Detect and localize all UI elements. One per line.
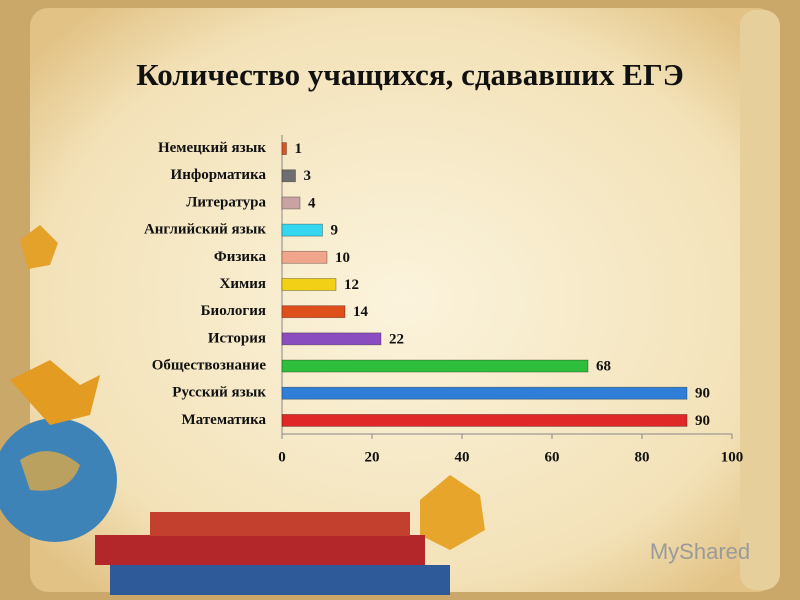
x-tick-label: 20: [365, 449, 380, 465]
data-label: 12: [344, 277, 359, 293]
book: [110, 565, 450, 595]
globe-land: [20, 451, 80, 491]
data-label: 4: [308, 195, 316, 211]
y-tick-label: Английский язык: [144, 222, 266, 238]
bar: [281, 278, 337, 291]
data-label: 90: [695, 386, 710, 402]
chart-title: Количество учащихся, сдававших ЕГЭ: [136, 57, 683, 92]
bar: [281, 305, 346, 319]
data-label: 3: [304, 168, 312, 184]
y-tick-label: Литература: [186, 194, 266, 210]
data-label: 10: [335, 250, 350, 266]
scroll: [30, 8, 775, 592]
y-tick-label: Немецкий язык: [158, 140, 266, 156]
data-label: 68: [596, 358, 611, 374]
bar: [281, 169, 296, 183]
x-tick-label: 100: [721, 449, 744, 465]
y-tick-label: Информатика: [171, 167, 267, 183]
bar: [281, 142, 287, 155]
bar: [281, 414, 688, 427]
data-label: 9: [331, 223, 339, 239]
bar: [281, 196, 301, 210]
data-label: 22: [389, 331, 404, 347]
bar: [281, 223, 323, 237]
data-label: 1: [295, 141, 303, 157]
y-tick-label: Биология: [201, 303, 266, 319]
bar: [281, 359, 589, 373]
data-label: 14: [353, 304, 369, 320]
bar: [281, 250, 328, 264]
leaf: [420, 475, 485, 550]
y-tick-label: Физика: [214, 249, 267, 265]
x-tick-label: 80: [635, 449, 650, 465]
x-tick-label: 0: [278, 449, 286, 465]
book: [95, 535, 425, 565]
y-tick-label: Химия: [220, 276, 266, 292]
bar: [281, 386, 688, 400]
y-tick-label: Математика: [182, 412, 267, 428]
bar: [281, 332, 382, 346]
watermark: MyShared: [650, 539, 750, 564]
x-tick-label: 60: [545, 449, 560, 465]
y-tick-label: Русский язык: [172, 385, 266, 401]
data-label: 90: [695, 413, 710, 429]
y-tick-label: Обществознание: [152, 357, 267, 373]
leaf: [10, 360, 100, 425]
book: [150, 512, 410, 536]
scroll-roll: [740, 10, 780, 590]
leaf: [20, 225, 58, 269]
y-tick-label: История: [208, 330, 266, 346]
x-tick-label: 40: [455, 449, 470, 465]
